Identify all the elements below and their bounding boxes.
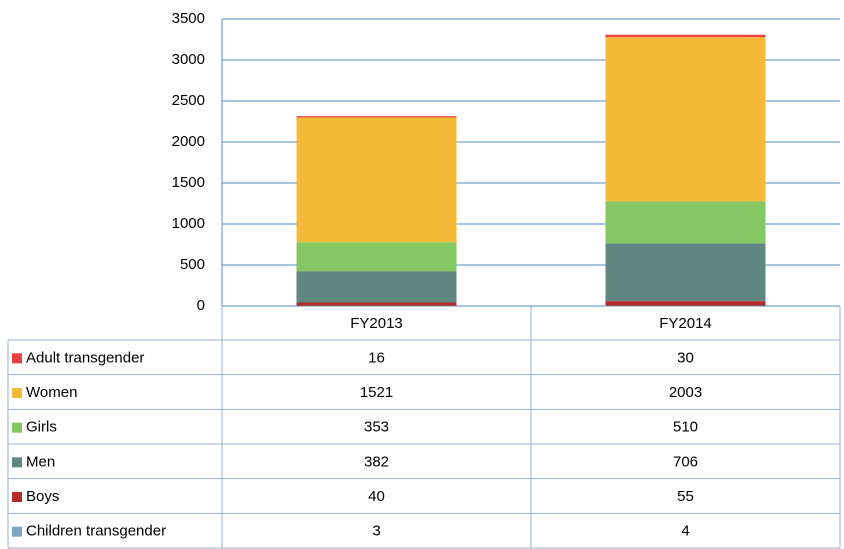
table-value: 4 (681, 523, 689, 540)
table-value: 353 (364, 419, 389, 436)
y-tick-label: 0 (197, 297, 205, 314)
legend-label: Boys (26, 488, 59, 505)
y-tick-label: 3000 (172, 51, 205, 68)
bar-segment (605, 301, 766, 306)
y-tick-label: 1000 (172, 215, 205, 232)
bar-segment (296, 116, 457, 118)
legend-label: Girls (26, 419, 57, 436)
legend-swatch (12, 526, 22, 537)
legend-label: Children transgender (26, 523, 166, 540)
y-tick-label: 500 (180, 256, 205, 273)
table-value: 16 (368, 349, 385, 366)
bar-segment (605, 37, 766, 202)
table-value: 55 (677, 488, 694, 505)
table-value: 30 (677, 349, 694, 366)
legend-label: Women (26, 384, 77, 401)
y-tick-label: 3500 (172, 10, 205, 27)
bar-segment (296, 117, 457, 243)
legend-swatch (12, 388, 22, 398)
table-value: 2003 (669, 384, 702, 401)
legend-label: Adult transgender (26, 349, 144, 366)
y-tick-label: 2000 (172, 133, 205, 150)
bar-segment (605, 243, 766, 302)
table-value: 510 (673, 419, 698, 436)
bar-segment (605, 201, 766, 244)
y-tick-label: 2500 (172, 92, 205, 109)
x-tick-label: FY2013 (350, 315, 403, 332)
y-tick-label: 1500 (172, 174, 205, 191)
x-tick-label: FY2014 (659, 315, 712, 332)
bar-segment (296, 242, 457, 272)
bar-segment (296, 302, 457, 306)
bar-segment (296, 271, 457, 303)
table-value: 706 (673, 453, 698, 470)
legend-swatch (12, 353, 22, 364)
legend-swatch (12, 422, 22, 433)
table-value: 382 (364, 453, 389, 470)
legend-label: Men (26, 453, 55, 470)
table-value: 3 (372, 523, 380, 540)
legend-swatch (12, 457, 22, 468)
table-value: 1521 (360, 384, 393, 401)
legend-swatch (12, 492, 22, 502)
bar-segment (605, 34, 766, 38)
table-value: 40 (368, 488, 385, 505)
